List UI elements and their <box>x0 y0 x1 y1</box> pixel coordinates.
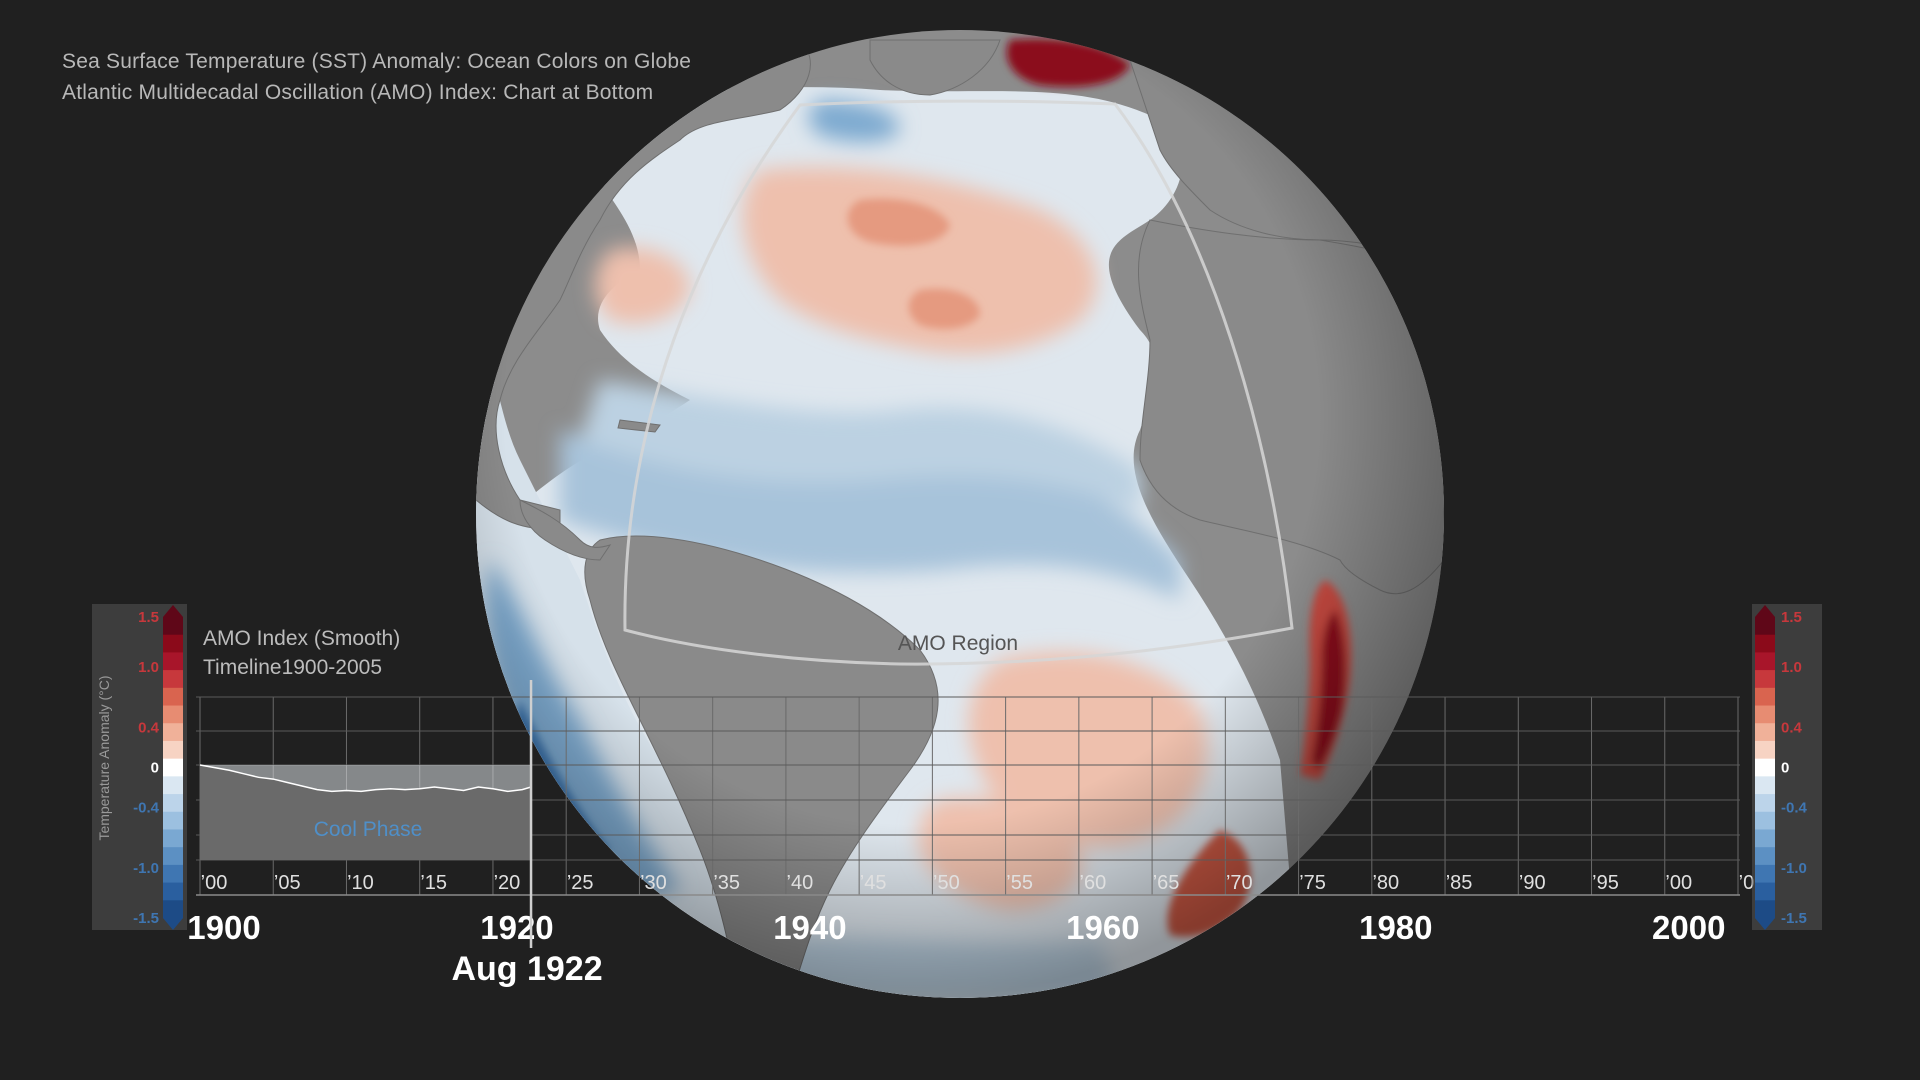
amo-region-label: AMO Region <box>898 632 1018 655</box>
amo-area-edge <box>199 764 532 793</box>
minor-tick-label: ’65 <box>1153 872 1180 894</box>
minor-tick-label: ’40 <box>787 872 814 894</box>
minor-tick-label: ’30 <box>640 872 667 894</box>
major-tick-label: 2000 <box>1652 909 1725 946</box>
colorbar-arrow-down <box>163 918 183 930</box>
colorbar-swatch <box>163 723 183 742</box>
colorbar-tick-label: -0.4 <box>133 800 160 817</box>
minor-tick-label: ’35 <box>713 872 740 894</box>
colorbar-swatch <box>1755 670 1775 689</box>
colorbar-tick-label: 1.0 <box>138 659 159 676</box>
colorbar-swatch <box>163 634 183 653</box>
minor-tick-label: ’00 <box>201 872 228 894</box>
colorbar-swatch <box>1755 758 1775 777</box>
colorbar-swatch <box>1755 652 1775 671</box>
colorbar-swatch <box>1755 829 1775 848</box>
minor-tick-label: ’45 <box>860 872 887 894</box>
minor-tick-label: ’00 <box>1665 872 1692 894</box>
minor-tick-label: ’85 <box>1446 872 1473 894</box>
colorbar-swatch <box>163 794 183 813</box>
colorbar-tick-label: 0 <box>1781 760 1789 777</box>
colorbar-tick-label: -1.5 <box>133 910 159 927</box>
amo-region-box <box>623 99 1294 666</box>
minor-tick-label: ’75 <box>1299 872 1326 894</box>
colorbar-swatch <box>1755 794 1775 813</box>
colorbar-arrow-up <box>163 605 183 617</box>
colorbar-tick-label: 0.4 <box>138 719 160 736</box>
minor-tick-label: ’25 <box>567 872 594 894</box>
colorbar-swatch <box>1755 882 1775 901</box>
colorbar-swatch <box>1755 687 1775 707</box>
colorbar-tick-label: -0.4 <box>1781 800 1808 817</box>
major-tick-label: 1960 <box>1066 909 1139 946</box>
colorbar-swatch <box>163 882 183 901</box>
colorbar-unit-label: Temperature Anomaly (°C) <box>96 675 112 840</box>
minor-tick-label: ’20 <box>494 872 521 894</box>
colorbar-swatch <box>1755 723 1775 742</box>
colorbar-arrow-down <box>1755 918 1775 930</box>
major-tick-label: 1920 <box>480 909 553 946</box>
colorbar-swatch <box>163 811 183 830</box>
header-amo-title: Atlantic Multidecadal Oscillation (AMO) … <box>62 81 654 104</box>
minor-tick-label: ’60 <box>1080 872 1107 894</box>
colorbar-tick-label: -1.0 <box>133 860 159 877</box>
colorbar-tick-label: -1.5 <box>1781 910 1807 927</box>
colorbar-tick-label: 0.4 <box>1781 719 1803 736</box>
colorbar-swatch <box>163 900 183 919</box>
colorbar-swatch <box>163 670 183 689</box>
minor-tick-label: ’05 <box>274 872 301 894</box>
colorbar-swatch <box>1755 864 1775 884</box>
chart-title: AMO Index (Smooth) <box>203 627 400 650</box>
globe: AMO Region <box>476 30 1444 998</box>
chart-subtitle: Timeline1900-2005 <box>203 656 382 679</box>
colorbar-swatch <box>163 617 183 636</box>
major-tick-label: 1980 <box>1359 909 1432 946</box>
colorbar-swatch <box>163 687 183 707</box>
colorbar-swatch <box>1755 776 1775 795</box>
colorbar-tick-label: 1.5 <box>138 609 159 626</box>
minor-tick-label: ’15 <box>420 872 447 894</box>
colorbar-swatch <box>163 705 183 724</box>
colorbar-arrow-up <box>1755 605 1775 617</box>
colorbar-swatch <box>163 864 183 884</box>
minor-tick-label: ’80 <box>1372 872 1399 894</box>
minor-tick-label: ’90 <box>1519 872 1546 894</box>
colorbar-swatch <box>163 776 183 795</box>
minor-tick-label: ’50 <box>933 872 960 894</box>
current-date-label: Aug 1922 <box>451 950 602 988</box>
colorbar-swatch <box>163 847 183 866</box>
colorbar-swatch <box>1755 617 1775 636</box>
major-tick-label: 1940 <box>773 909 846 946</box>
minor-tick-label: ’95 <box>1592 872 1619 894</box>
major-tick-labels: 1900 1920 1940 1960 1980 2000 <box>187 909 1725 946</box>
minor-tick-label: ’55 <box>1006 872 1033 894</box>
colorbar-swatch <box>1755 900 1775 919</box>
colorbar-swatch <box>163 652 183 671</box>
colorbar-tick-label: 0 <box>151 760 159 777</box>
phase-label: Cool Phase <box>314 818 423 841</box>
colorbar-tick-label: -1.0 <box>1781 860 1807 877</box>
colorbar-swatch <box>1755 740 1775 760</box>
colorbar-swatch <box>163 829 183 848</box>
header-sst-title: Sea Surface Temperature (SST) Anomaly: O… <box>62 50 692 73</box>
colorbar-swatch <box>1755 705 1775 724</box>
colorbar-swatch <box>1755 847 1775 866</box>
colorbar-swatch <box>1755 811 1775 830</box>
minor-tick-label: ’70 <box>1226 872 1253 894</box>
colorbar-swatch <box>163 758 183 777</box>
colorbar-left: Temperature Anomaly (°C) 1.5 1.0 0.4 0 -0.4 -… <box>92 604 187 930</box>
colorbar-swatch <box>1755 634 1775 653</box>
amo-chart: AMO Index (Smooth) Timeline1900-2005 Coo… <box>187 627 1765 988</box>
major-tick-label: 1900 <box>187 909 260 946</box>
colorbar-tick-label: 1.5 <box>1781 609 1802 626</box>
colorbar-right: 1.5 1.0 0.4 0 -0.4 -1.0 -1.5 <box>1752 604 1822 930</box>
minor-tick-label: ’10 <box>347 872 374 894</box>
colorbar-swatch <box>163 740 183 760</box>
colorbar-tick-label: 1.0 <box>1781 659 1802 676</box>
